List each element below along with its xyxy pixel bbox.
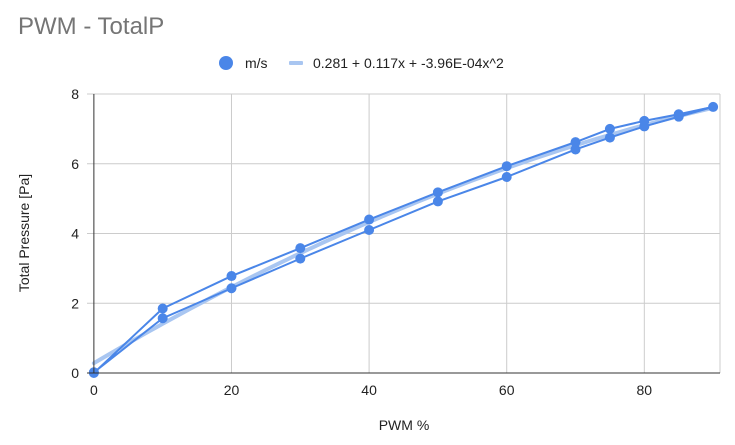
data-point bbox=[432, 187, 443, 198]
x-axis-title: PWM % bbox=[379, 417, 430, 433]
data-point bbox=[673, 109, 684, 120]
data-point bbox=[708, 101, 719, 112]
series-line-measured bbox=[93, 105, 715, 374]
data-point bbox=[364, 214, 375, 225]
data-series-layer bbox=[88, 101, 719, 378]
legend-marker-measured bbox=[219, 56, 233, 70]
x-tick-label: 0 bbox=[90, 382, 98, 398]
axes bbox=[87, 94, 720, 374]
legend: m/s 0.281 + 0.117x + -3.96E-04x^2 bbox=[219, 55, 504, 71]
trendline-layer bbox=[91, 105, 716, 366]
data-point bbox=[295, 253, 306, 264]
y-tick-label: 6 bbox=[71, 156, 79, 172]
y-tick-label: 2 bbox=[71, 295, 79, 311]
data-point bbox=[226, 271, 237, 282]
data-point bbox=[604, 132, 615, 143]
y-axis-title: Total Pressure [Pa] bbox=[16, 174, 32, 292]
data-point bbox=[639, 115, 650, 126]
legend-label-trendline: 0.281 + 0.117x + -3.96E-04x^2 bbox=[313, 55, 504, 71]
data-point bbox=[501, 172, 512, 183]
data-point bbox=[226, 283, 237, 294]
data-point bbox=[364, 225, 375, 236]
y-tick-label: 0 bbox=[71, 365, 79, 381]
data-point bbox=[570, 144, 581, 155]
data-point bbox=[432, 196, 443, 207]
legend-marker-trendline bbox=[289, 61, 303, 65]
y-tick-label: 8 bbox=[71, 86, 79, 102]
trendline bbox=[91, 105, 716, 366]
x-tick-label: 20 bbox=[224, 382, 240, 398]
data-point bbox=[501, 161, 512, 172]
y-gridlines bbox=[87, 93, 720, 304]
x-tick-labels: 0 20 40 60 80 bbox=[90, 382, 652, 398]
data-point bbox=[295, 243, 306, 254]
legend-label-measured: m/s bbox=[245, 55, 268, 71]
y-tick-labels: 0 2 4 6 8 bbox=[71, 86, 79, 381]
y-tick-label: 4 bbox=[71, 226, 79, 242]
x-tick-label: 80 bbox=[637, 382, 653, 398]
data-point bbox=[604, 123, 615, 134]
data-point bbox=[157, 303, 168, 314]
data-point bbox=[570, 137, 581, 148]
chart-title: PWM - TotalP bbox=[18, 13, 164, 40]
data-point bbox=[157, 313, 168, 324]
x-tick-label: 60 bbox=[499, 382, 515, 398]
x-tick-label: 40 bbox=[361, 382, 377, 398]
